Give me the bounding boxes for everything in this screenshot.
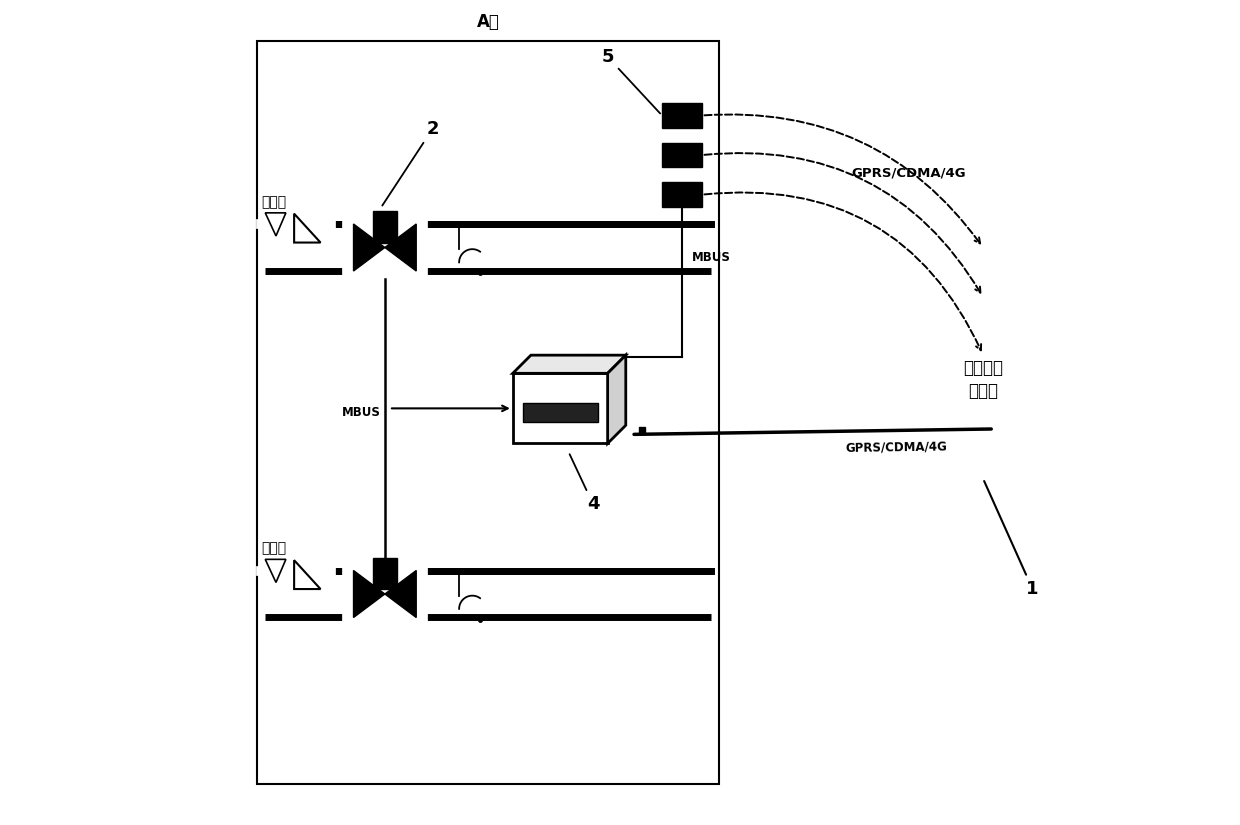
Text: A楼: A楼: [476, 13, 500, 31]
Polygon shape: [608, 355, 626, 444]
Polygon shape: [513, 355, 626, 373]
Bar: [662, 182, 702, 207]
Text: 一单元: 一单元: [262, 196, 286, 209]
Bar: [372, 211, 397, 243]
Text: MBUS: MBUS: [692, 251, 730, 264]
Bar: [257, 41, 719, 784]
Bar: [372, 558, 397, 589]
Polygon shape: [384, 224, 417, 271]
Polygon shape: [353, 571, 384, 617]
Polygon shape: [265, 213, 286, 236]
Text: 二单元: 二单元: [262, 542, 286, 555]
Polygon shape: [265, 559, 286, 582]
Polygon shape: [384, 571, 417, 617]
Text: 能耗监控
云平台: 能耗监控 云平台: [963, 359, 1003, 400]
Polygon shape: [353, 224, 384, 271]
Bar: [662, 103, 702, 128]
Text: MBUS: MBUS: [342, 406, 381, 419]
Text: 1: 1: [985, 481, 1039, 598]
Polygon shape: [294, 560, 320, 589]
Text: 2: 2: [382, 120, 439, 205]
Bar: [522, 403, 598, 422]
Text: GPRS/CDMA/4G: GPRS/CDMA/4G: [851, 167, 966, 180]
Polygon shape: [294, 214, 320, 243]
Text: 4: 4: [569, 455, 599, 513]
Bar: [662, 143, 702, 167]
Text: GPRS/CDMA/4G: GPRS/CDMA/4G: [846, 440, 947, 455]
Text: 5: 5: [601, 48, 660, 114]
Polygon shape: [513, 373, 608, 444]
